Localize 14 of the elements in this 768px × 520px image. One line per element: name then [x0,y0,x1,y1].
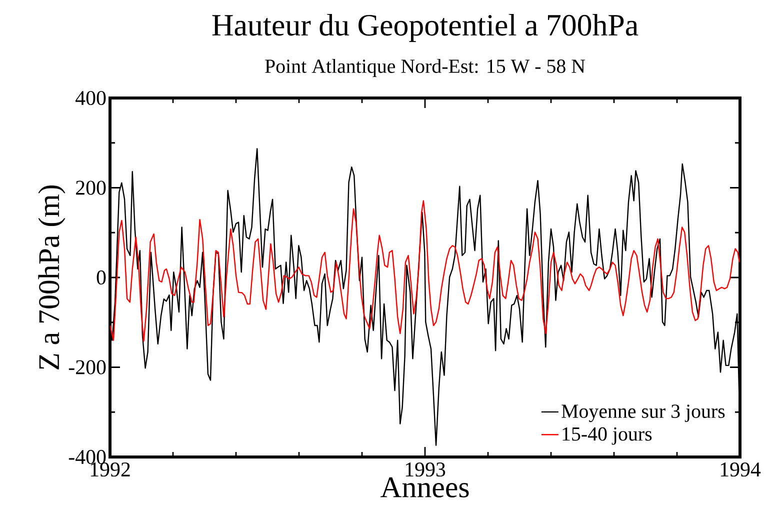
x-axis-title: Annees [380,477,469,498]
y-tick-label: -400 [68,450,106,464]
y-tick-label: 0 [96,270,106,285]
legend-label: 15-40 jours [562,427,652,445]
chart-subtitle: Point Atlantique Nord-Est: 15 W - 58 N [265,58,586,78]
x-tick-label: 1994 [720,462,761,477]
y-tick-label: 400 [76,90,106,106]
x-tick-label: 1993 [406,462,446,477]
x-tick-label: 1992 [90,462,130,477]
y-tick-label: 200 [76,180,106,195]
y-tick-label: -200 [68,360,106,374]
y-axis-title: Z a 700hPa (m) [38,185,66,370]
legend-label: Moyenne sur 3 jours [562,404,725,422]
chart-title: Hauteur du Geopotentiel a 700hPa [212,14,638,42]
